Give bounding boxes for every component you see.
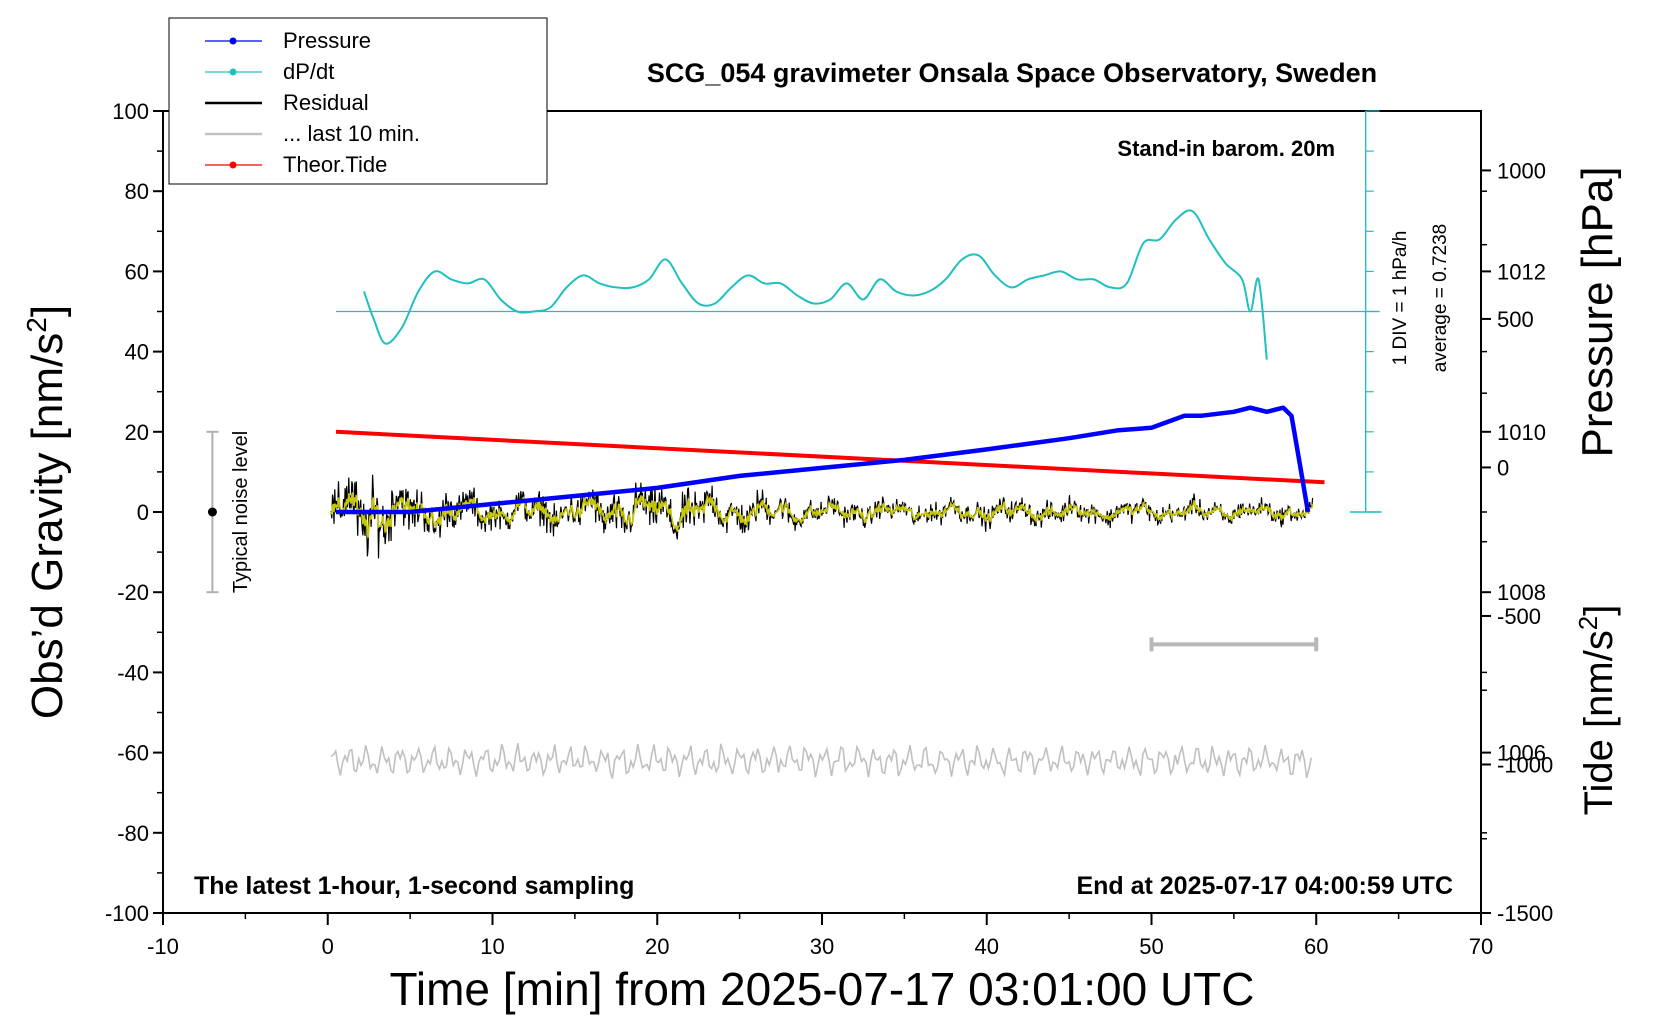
pressure-axis: 1012 1010 1008 1006 [1481,190,1546,834]
tide-axis: 1000 500 0 -500 -1000 -1500 [1481,158,1553,926]
tide-axis-title-close: ] [1577,605,1621,616]
last10-line [330,743,1313,779]
scale-bar [1149,637,1319,652]
y-tick-label: 0 [137,500,149,525]
tide-tick-label: -500 [1497,604,1541,629]
noise-bar [206,430,219,594]
x-tick-label: 0 [322,934,334,959]
y-axis-title-left-text: Obs’d Gravity [nm/s [23,333,72,719]
legend-marker [229,161,237,169]
y-tick-label: 80 [125,179,149,204]
pressure-tick-label: 1010 [1497,420,1546,445]
legend-marker [229,37,237,45]
tide-axis-title: Tide [nm/s2] [1573,605,1621,816]
x-tick-label: -10 [147,934,179,959]
end-time-note: End at 2025-07-17 04:00:59 UTC [1076,872,1453,900]
y-axis-title-left-close: ] [23,305,72,317]
residual-smooth-line [330,492,1314,538]
y-tick-label: 100 [112,99,149,124]
noise-level-label: Typical noise level [230,431,252,593]
pressure-axis-title: Pressure [hPa] [1573,166,1622,457]
y-tick-label: 60 [125,259,149,284]
pressure-line [336,405,1311,515]
y-axis-left: 100 80 60 40 20 0 -20 -40 -60 -80 -100 [105,99,163,926]
chart-title: SCG_054 gravimeter Onsala Space Observat… [647,58,1377,88]
legend-label: dP/dt [283,59,334,84]
residual-line [330,474,1314,559]
pressure-tick-label: 1012 [1497,259,1546,284]
x-tick-label: 60 [1304,934,1328,959]
series-layer [330,209,1325,779]
noise-bar-dot [207,507,217,517]
y-tick-label: -60 [117,741,149,766]
x-tick-label: 30 [810,934,834,959]
x-axis: -10 0 10 20 30 40 50 60 70 [147,913,1493,959]
tide-tick-label: -1500 [1497,901,1553,926]
dpdt-line [363,209,1268,360]
y-tick-label: 20 [125,420,149,445]
tide-axis-title-sup: 2 [1573,616,1603,630]
x-tick-label: 40 [975,934,999,959]
legend-label: Residual [283,90,369,115]
legend-marker [229,68,237,76]
tide-tick-label: -1000 [1497,752,1553,777]
x-tick-label: 70 [1469,934,1493,959]
x-axis-title: Time [min] from 2025-07-17 03:01:00 UTC [390,963,1255,1015]
tide-tick-label: 500 [1497,307,1534,332]
tide-axis-title-text: Tide [nm/s [1577,630,1621,815]
dpdt-average-note: average = 0.7238 [1430,224,1451,372]
y-tick-label: -80 [117,821,149,846]
barometer-note: Stand-in barom. 20m [1117,136,1335,161]
tide-tick-label: 0 [1497,455,1509,480]
y-axis-title-left-sup: 2 [21,317,52,333]
y-axis-title-left: Obs’d Gravity [nm/s2] [21,305,72,719]
y-tick-label: -100 [105,901,149,926]
y-tick-label: -40 [117,660,149,685]
tide-line [335,429,1325,485]
sampling-note: The latest 1-hour, 1-second sampling [194,872,634,900]
x-tick-label: 10 [480,934,504,959]
legend-label: Theor.Tide [283,152,387,177]
tide-tick-label: 1000 [1497,158,1546,183]
x-tick-label: 20 [645,934,669,959]
legend-label: Pressure [283,28,371,53]
dpdt-scale-note: 1 DIV = 1 hPa/h [1390,231,1411,366]
legend-box [168,17,548,185]
pressure-tick-label: 1008 [1497,580,1546,605]
dpdt-scale [335,110,1382,513]
y-tick-label: 40 [125,340,149,365]
x-tick-label: 50 [1139,934,1163,959]
legend: Pressure dP/dt Residual ... last 10 min. The… [168,17,548,185]
pressure-tick-label: 1006 [1497,741,1546,766]
y-tick-label: -20 [117,580,149,605]
legend-label: ... last 10 min. [283,121,420,146]
